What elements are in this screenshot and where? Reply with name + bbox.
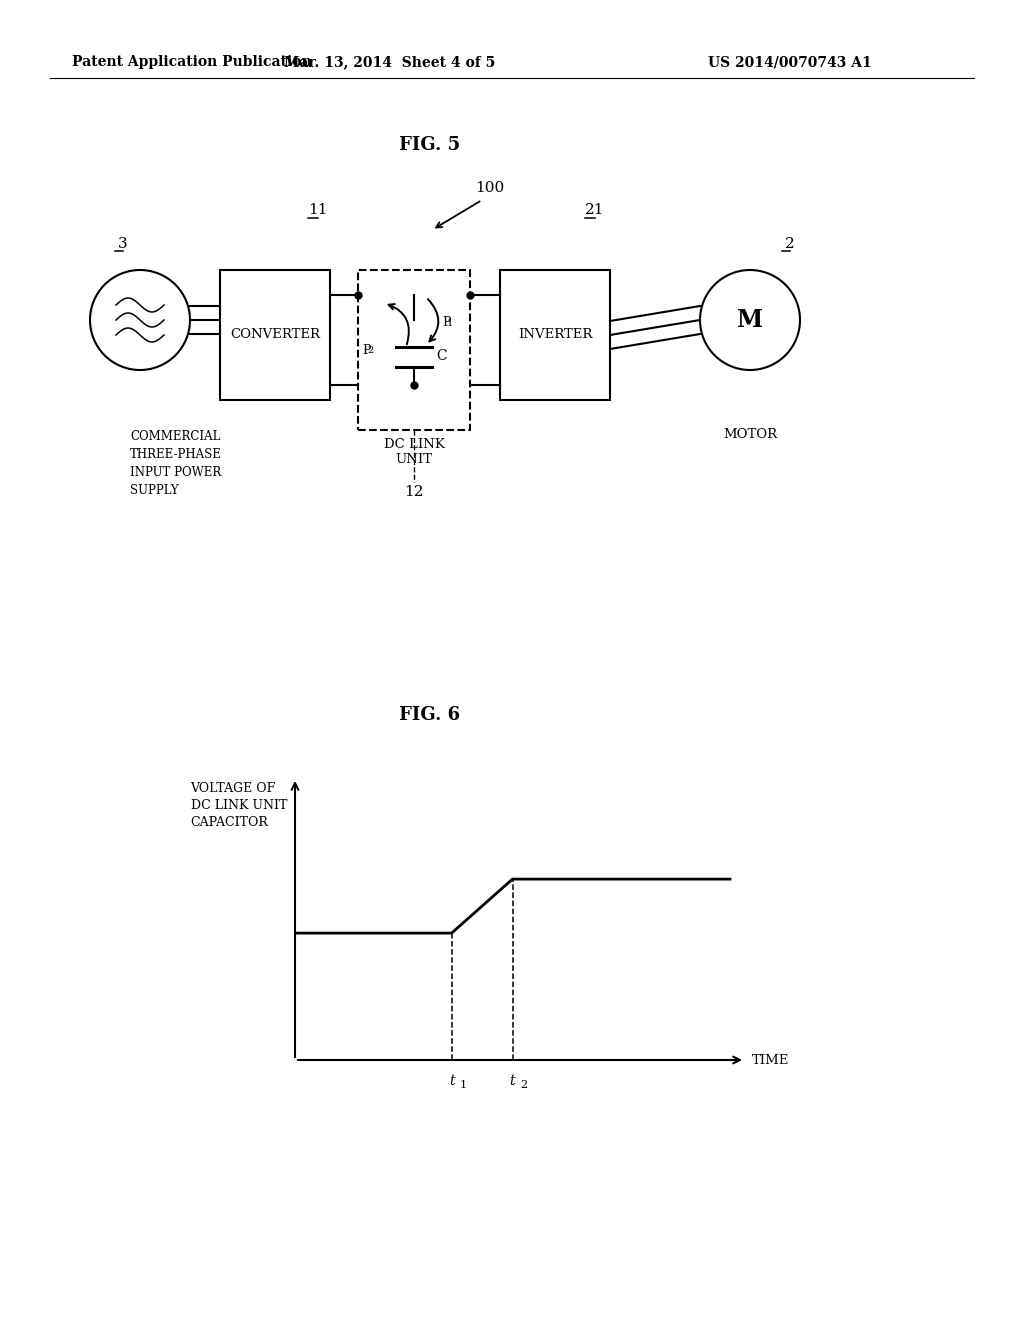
Text: Mar. 13, 2014  Sheet 4 of 5: Mar. 13, 2014 Sheet 4 of 5	[285, 55, 496, 69]
Text: 1: 1	[447, 319, 454, 327]
Text: P: P	[442, 317, 451, 330]
Text: 2: 2	[367, 346, 374, 355]
Text: t: t	[449, 1074, 455, 1088]
Text: 2: 2	[785, 238, 795, 251]
Text: US 2014/0070743 A1: US 2014/0070743 A1	[709, 55, 871, 69]
Text: 3: 3	[118, 238, 128, 251]
Bar	[358, 271, 470, 430]
Text: COMMERCIAL
THREE-PHASE
INPUT POWER
SUPPLY: COMMERCIAL THREE-PHASE INPUT POWER SUPPL…	[130, 430, 222, 498]
Text: C: C	[436, 350, 446, 363]
Bar	[500, 271, 610, 400]
Text: M: M	[737, 308, 763, 333]
Text: CONVERTER: CONVERTER	[230, 329, 319, 342]
Text: P: P	[362, 343, 371, 356]
Text: VOLTAGE OF
DC LINK UNIT
CAPACITOR: VOLTAGE OF DC LINK UNIT CAPACITOR	[190, 781, 287, 829]
Text: DC LINK
UNIT: DC LINK UNIT	[384, 438, 444, 466]
Text: MOTOR: MOTOR	[723, 428, 777, 441]
Text: 1: 1	[460, 1080, 467, 1090]
Text: t: t	[510, 1074, 515, 1088]
Bar	[220, 271, 330, 400]
Text: 11: 11	[308, 203, 328, 216]
Text: FIG. 5: FIG. 5	[399, 136, 461, 154]
Text: TIME: TIME	[752, 1053, 790, 1067]
Text: 2: 2	[520, 1080, 527, 1090]
Text: 100: 100	[475, 181, 505, 195]
Text: Patent Application Publication: Patent Application Publication	[72, 55, 311, 69]
Text: INVERTER: INVERTER	[518, 329, 592, 342]
Text: 12: 12	[404, 484, 424, 499]
Text: FIG. 6: FIG. 6	[399, 706, 461, 723]
Text: 21: 21	[586, 203, 605, 216]
